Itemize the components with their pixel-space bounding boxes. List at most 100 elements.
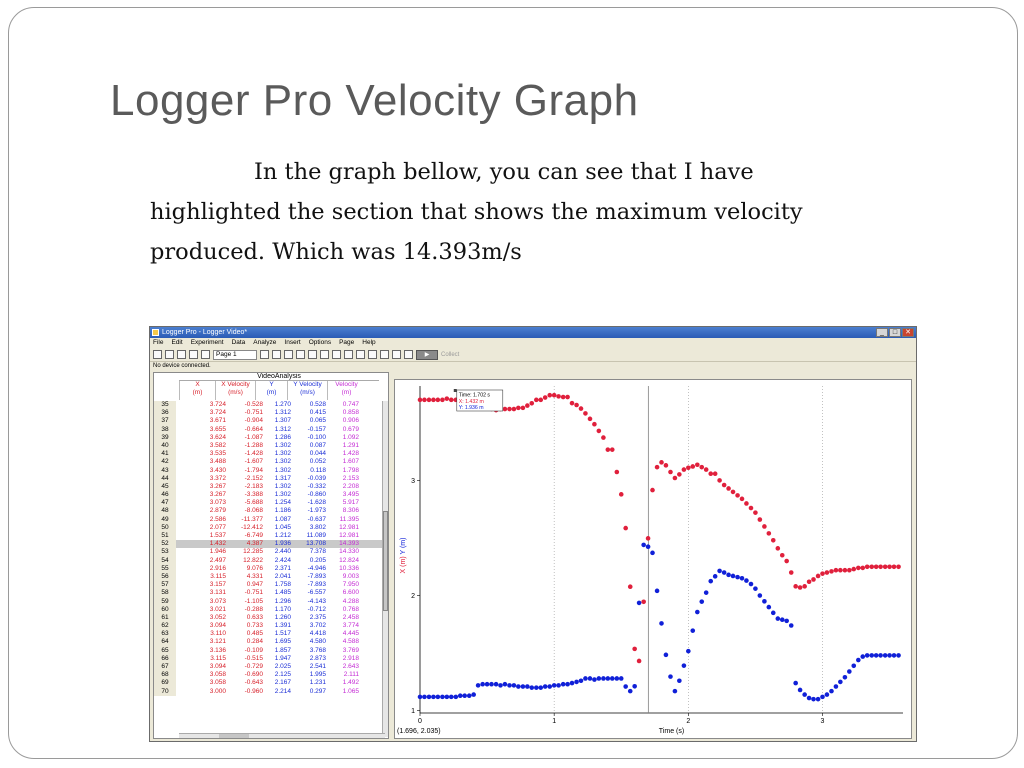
x-data-point[interactable] [525,403,530,408]
table-cell[interactable]: 1.798 [342,466,359,474]
table-cell[interactable]: -0.288 [244,605,263,613]
table-cell[interactable]: 3.724 [209,409,226,417]
table-cell[interactable]: 2.586 [209,515,226,523]
table-cell[interactable]: -0.960 [244,687,263,695]
x-data-point[interactable] [721,482,727,488]
x-data-point[interactable] [578,406,584,411]
table-row[interactable]: 64 3.121 0.284 1.695 4.580 4.588 [154,638,384,647]
table-cell[interactable]: 1.428 [342,450,359,458]
y-data-point[interactable] [739,575,745,581]
table-cell[interactable]: -0.860 [307,491,326,499]
y-data-point[interactable] [793,680,798,686]
x-data-point[interactable] [730,489,736,495]
y-data-point[interactable] [641,542,646,548]
x-data-point[interactable] [583,411,588,416]
x-data-point[interactable] [712,471,718,477]
y-data-point[interactable] [556,683,561,688]
x-data-point[interactable] [511,406,517,412]
table-row[interactable]: 70 3.000 -0.960 2.214 0.297 1.065 [154,687,384,696]
x-data-point[interactable] [815,573,821,579]
table-cell[interactable]: 1.995 [309,671,326,679]
table-cell[interactable]: 3.768 [309,646,326,654]
table-cell[interactable]: -1.973 [307,507,326,515]
table-cell[interactable]: 1.291 [342,441,359,449]
table-cell[interactable]: 1.312 [274,425,291,433]
table-row[interactable]: 63 3.110 0.485 1.517 4.418 4.445 [154,630,384,639]
y-data-point[interactable] [596,676,602,681]
table-cell[interactable]: -0.712 [307,605,326,613]
y-data-point[interactable] [587,676,593,681]
table-cell[interactable]: 12.981 [339,523,359,531]
table-row[interactable]: 46 3.267 -3.388 1.302 -0.860 3.495 [154,491,384,500]
x-data-point[interactable] [788,570,794,575]
column-icon[interactable] [284,350,293,359]
x-data-point[interactable] [654,464,660,470]
x-data-point[interactable] [735,493,740,498]
table-cell[interactable]: -1.794 [244,466,263,474]
zoom-in-icon[interactable] [308,350,317,359]
table-cell[interactable]: 2.111 [343,671,359,679]
y-data-point[interactable] [484,681,490,687]
scroll-thumb[interactable] [219,734,249,738]
table-cell[interactable]: 1.607 [342,458,359,466]
table-cell[interactable]: 3.121 [209,638,226,646]
y-data-point[interactable] [784,618,789,624]
table-cell[interactable]: 3.655 [209,425,226,433]
y-data-point[interactable] [457,693,463,699]
x-data-point[interactable] [502,406,508,412]
menu-data[interactable]: Data [231,339,246,346]
x-data-point[interactable] [860,565,866,571]
table-cell[interactable]: 3.115 [210,654,226,662]
y-data-point[interactable] [565,681,570,687]
y-data-point[interactable] [654,588,660,594]
table-cell[interactable]: 0.679 [342,425,359,433]
y-data-point[interactable] [788,623,794,628]
y-data-point[interactable] [842,675,848,680]
table-cell[interactable]: 1.307 [274,417,291,425]
table-cell[interactable]: 2.167 [274,679,291,687]
table-cell[interactable]: 1.537 [209,532,226,539]
table-cell[interactable]: 3.131 [209,589,226,597]
table-cell[interactable]: -0.100 [307,433,326,441]
y-data-point[interactable] [690,628,696,633]
x-data-point[interactable] [422,397,427,403]
y-data-point[interactable] [448,694,454,700]
table-cell[interactable]: 0.415 [309,409,326,417]
y-data-point[interactable] [730,573,736,579]
x-data-point[interactable] [717,478,722,483]
table-cell[interactable]: -1.288 [244,441,263,449]
table-cell[interactable]: 12.824 [339,556,359,564]
y-data-point[interactable] [507,683,512,688]
menu-page[interactable]: Page [339,339,355,346]
table-cell[interactable]: 2.873 [309,654,326,662]
table-cell[interactable]: -6.557 [307,589,326,597]
y-data-point[interactable] [525,684,530,689]
y-data-point[interactable] [466,693,472,699]
table-cell[interactable]: 9.076 [246,564,263,572]
x-data-point[interactable] [520,405,526,411]
table-cell[interactable]: 3.702 [309,622,326,630]
x-data-point[interactable] [695,462,700,468]
y-data-point[interactable] [820,694,825,700]
y-data-point[interactable] [627,688,633,694]
y-data-point[interactable] [712,574,718,579]
y-data-point[interactable] [547,684,553,689]
x-data-point[interactable] [824,570,830,575]
x-data-point[interactable] [618,492,624,497]
table-cell[interactable]: 1.302 [274,458,291,466]
y-data-point[interactable] [856,657,861,663]
table-cell[interactable]: 2.153 [342,474,359,482]
table-cell[interactable]: 2.879 [209,507,226,515]
table-cell[interactable]: 1.302 [274,450,291,458]
table-row[interactable]: 36 3.724 -0.751 1.312 0.415 0.858 [154,409,384,418]
table-cell[interactable]: 14.330 [339,548,359,556]
table-cell[interactable]: 1.517 [274,630,291,638]
table-cell[interactable]: 0.087 [309,441,326,449]
table-cell[interactable]: 13.708 [306,540,326,548]
table-cell[interactable]: -0.109 [244,646,263,654]
table-cell[interactable]: -0.664 [244,425,263,433]
y-data-point[interactable] [583,676,588,681]
y-data-point[interactable] [435,694,441,700]
x-data-point[interactable] [887,564,892,570]
table-cell[interactable]: 1.312 [274,409,291,417]
